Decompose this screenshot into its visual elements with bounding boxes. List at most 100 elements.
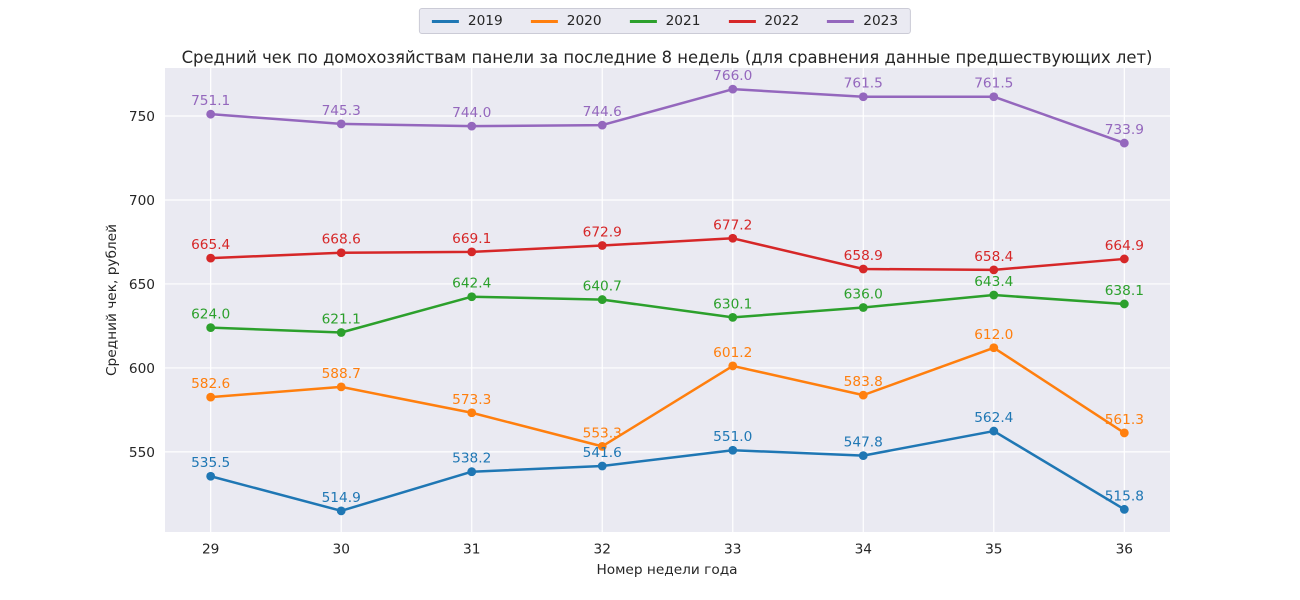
data-point-2021-33 [728, 312, 738, 322]
legend-label: 2020 [566, 13, 602, 29]
y-tick-label-650: 650 [129, 277, 155, 293]
legend-label: 2023 [863, 13, 899, 29]
data-label-2022-35: 658.4 [974, 249, 1013, 265]
legend-line-swatch-2021 [629, 19, 657, 23]
data-point-2020-33 [728, 361, 738, 371]
data-label-2020-32: 553.3 [583, 425, 622, 441]
legend-label: 2022 [764, 13, 800, 29]
data-point-2022-32 [597, 241, 607, 250]
data-label-2019-31: 538.2 [452, 451, 491, 467]
data-label-2023-35: 761.5 [974, 76, 1013, 92]
data-label-2021-33: 630.1 [713, 296, 752, 312]
data-point-2023-34 [858, 92, 868, 102]
y-axis-label: Средний чек, рублей [104, 224, 120, 376]
plot-area-background [165, 68, 1170, 532]
data-point-2023-35 [989, 92, 999, 102]
data-point-2019-35 [989, 426, 999, 436]
data-point-2023-36 [1119, 138, 1129, 148]
data-point-2020-34 [858, 390, 868, 400]
data-point-2020-29 [206, 392, 216, 402]
data-point-2021-34 [858, 303, 868, 312]
x-tick-label-29: 29 [202, 542, 219, 558]
data-point-2020-32 [597, 441, 607, 451]
series-line-2020 [209, 346, 1126, 448]
data-label-2020-35: 612.0 [974, 327, 1013, 343]
data-point-2021-36 [1119, 299, 1129, 309]
data-point-2019-32 [597, 461, 607, 471]
data-label-2021-30: 621.1 [322, 311, 361, 327]
data-point-2023-29 [206, 109, 216, 119]
data-point-2022-29 [206, 253, 216, 263]
data-point-2020-30 [336, 382, 346, 392]
data-label-2020-31: 573.3 [452, 392, 491, 408]
x-tick-label-36: 36 [1116, 542, 1133, 558]
data-point-2021-35 [989, 290, 999, 300]
data-label-2022-32: 672.9 [583, 225, 622, 241]
data-label-2023-32: 744.6 [583, 104, 622, 120]
data-label-2023-30: 745.3 [322, 103, 361, 119]
data-point-2023-33 [728, 84, 738, 94]
data-point-2019-34 [858, 451, 868, 460]
x-axis-label: Номер недели года [596, 562, 738, 578]
data-label-2019-35: 562.4 [974, 410, 1013, 426]
legend-line-swatch-2023 [827, 19, 855, 23]
data-label-2021-31: 642.4 [452, 276, 491, 292]
data-point-2022-30 [336, 248, 346, 258]
x-tick-label-30: 30 [332, 542, 349, 558]
series-line-2022 [209, 237, 1126, 272]
data-label-2023-36: 733.9 [1105, 122, 1144, 138]
legend-entry-2021: 2021 [629, 12, 701, 30]
data-label-2021-36: 638.1 [1105, 283, 1144, 299]
x-tick-label-35: 35 [985, 542, 1002, 558]
x-tick-label-34: 34 [855, 542, 872, 558]
data-label-2019-33: 551.0 [713, 429, 752, 445]
legend-entry-2019: 2019 [431, 12, 503, 30]
data-label-2022-33: 677.2 [713, 217, 752, 233]
legend-label: 2021 [665, 13, 701, 29]
data-label-2021-29: 624.0 [191, 307, 230, 323]
data-point-2020-36 [1119, 428, 1129, 438]
x-tick-label-32: 32 [594, 542, 611, 558]
legend-entry-2020: 2020 [530, 12, 602, 30]
y-tick-label-750: 750 [129, 109, 155, 125]
legend-entry-2022: 2022 [728, 12, 799, 30]
series-line-2019 [209, 429, 1126, 513]
data-label-2023-33: 766.0 [713, 68, 752, 84]
data-label-2019-32: 541.6 [583, 445, 622, 461]
data-point-2020-31 [467, 408, 477, 418]
data-label-2021-34: 636.0 [844, 286, 883, 302]
data-point-2023-30 [336, 119, 346, 129]
series-line-2023 [209, 87, 1126, 145]
data-label-2022-30: 668.6 [322, 232, 361, 248]
data-label-2020-34: 583.8 [844, 374, 883, 390]
data-label-2022-29: 665.4 [191, 237, 230, 253]
data-point-2023-31 [467, 121, 477, 131]
data-label-2022-31: 669.1 [452, 231, 491, 247]
data-label-2019-34: 547.8 [844, 435, 883, 451]
data-point-2019-36 [1119, 504, 1129, 514]
legend-line-swatch-2022 [728, 19, 756, 23]
data-label-2020-30: 588.7 [322, 366, 361, 382]
y-tick-label-600: 600 [129, 361, 155, 377]
data-label-2019-30: 514.9 [322, 490, 361, 506]
legend-line-swatch-2020 [530, 19, 558, 23]
data-point-2021-31 [467, 292, 477, 302]
series-line-2021 [209, 293, 1126, 334]
chart-title: Средний чек по домохозяйствам панели за … [181, 48, 1153, 67]
data-label-2021-35: 643.4 [974, 274, 1013, 290]
chart-legend: 2019 2020 2021 2022 2023 [418, 8, 912, 34]
data-point-2019-30 [336, 506, 346, 516]
data-point-2021-29 [206, 323, 216, 333]
data-point-2022-33 [728, 233, 738, 243]
data-label-2022-36: 664.9 [1105, 238, 1144, 254]
data-label-2023-34: 761.5 [844, 76, 883, 92]
data-label-2023-31: 744.0 [452, 105, 491, 121]
legend-label: 2019 [467, 13, 503, 29]
x-tick-label-33: 33 [724, 542, 741, 558]
legend-entry-2023: 2023 [827, 12, 898, 30]
data-label-2021-32: 640.7 [583, 279, 622, 295]
y-tick-label-700: 700 [129, 193, 155, 209]
legend-line-swatch-2019 [431, 19, 459, 23]
